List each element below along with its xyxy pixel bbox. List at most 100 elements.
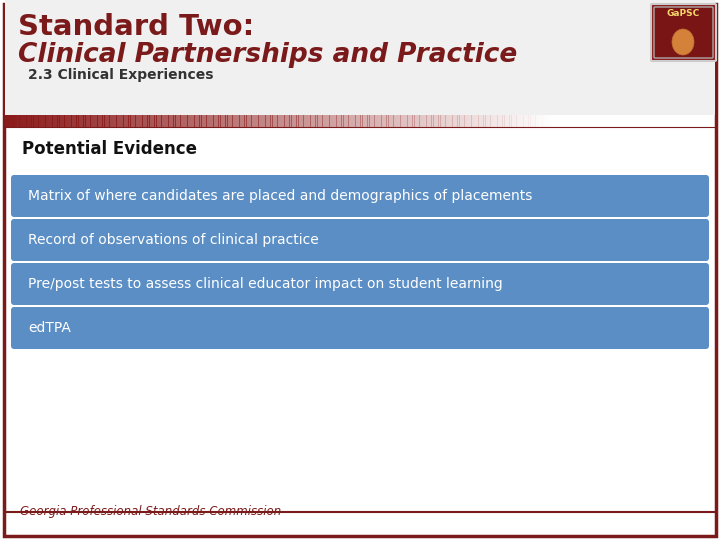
Bar [258,115,261,127]
Bar [613,115,616,127]
Bar [457,115,460,127]
Bar [232,115,235,127]
Bar [128,115,131,127]
Text: Matrix of where candidates are placed and demographics of placements: Matrix of where candidates are placed an… [28,189,532,203]
Bar [691,115,694,127]
Bar [405,115,408,127]
Bar [116,115,119,127]
Bar [38,115,41,127]
Bar [464,115,467,127]
Bar [601,115,604,127]
Bar [230,115,233,127]
Bar [654,115,657,127]
Bar [176,115,179,127]
Bar [391,115,394,127]
Bar [621,115,624,127]
Bar [242,115,245,127]
Bar [64,115,67,127]
Bar [642,115,644,127]
Bar [471,115,474,127]
Bar [438,115,441,127]
Bar [670,115,673,127]
Bar [611,115,613,127]
Bar [585,115,588,127]
Bar [140,115,143,127]
Bar [675,115,678,127]
Bar [308,115,311,127]
Bar [33,115,36,127]
Bar [618,115,621,127]
Bar [301,115,304,127]
Bar [696,115,699,127]
Bar [303,115,306,127]
Bar [239,115,242,127]
Bar [365,115,368,127]
Text: 2.3 Clinical Experiences: 2.3 Clinical Experiences [28,68,214,82]
Bar [180,115,183,127]
Bar [353,115,356,127]
Bar [663,115,666,127]
Bar [272,115,275,127]
Bar [511,115,514,127]
Bar [575,115,578,127]
Bar [185,115,188,127]
Bar [474,115,477,127]
Bar [312,115,315,127]
Bar [332,115,335,127]
Bar [651,115,654,127]
Text: edTPA: edTPA [28,321,71,335]
Bar [29,115,32,127]
Bar [549,115,552,127]
Bar [492,115,495,127]
Bar [713,115,716,127]
Bar [97,115,100,127]
Bar [498,115,500,127]
Bar [561,115,564,127]
Bar [27,115,30,127]
Bar [568,115,571,127]
Bar [327,115,330,127]
Bar [374,115,377,127]
Bar [384,115,387,127]
Bar [287,115,289,127]
Bar [163,115,166,127]
Bar [17,115,19,127]
Bar [632,115,635,127]
Bar [182,115,185,127]
Bar [379,115,382,127]
Bar [256,115,258,127]
Bar [325,115,328,127]
Bar [36,115,39,127]
Bar [315,115,318,127]
Bar [505,115,507,127]
Bar [462,115,464,127]
Bar [194,115,197,127]
Bar [571,115,574,127]
Bar [277,115,280,127]
Bar [644,115,647,127]
FancyBboxPatch shape [651,4,716,61]
FancyBboxPatch shape [11,219,709,261]
Bar [346,115,348,127]
Bar [322,115,325,127]
Bar [421,115,424,127]
FancyBboxPatch shape [11,263,709,305]
Bar [235,115,238,127]
Bar [249,115,251,127]
Bar [552,115,554,127]
Bar [220,115,223,127]
Bar [693,115,696,127]
Bar [400,115,403,127]
Bar [135,115,138,127]
Bar [698,115,701,127]
Text: GaPSC: GaPSC [667,9,700,18]
Bar [398,115,401,127]
Text: Clinical Partnerships and Practice: Clinical Partnerships and Practice [18,42,517,68]
Bar [639,115,642,127]
Bar [580,115,583,127]
Bar [296,115,299,127]
Bar [410,115,413,127]
Bar [386,115,389,127]
Bar [445,115,448,127]
Bar [540,115,543,127]
